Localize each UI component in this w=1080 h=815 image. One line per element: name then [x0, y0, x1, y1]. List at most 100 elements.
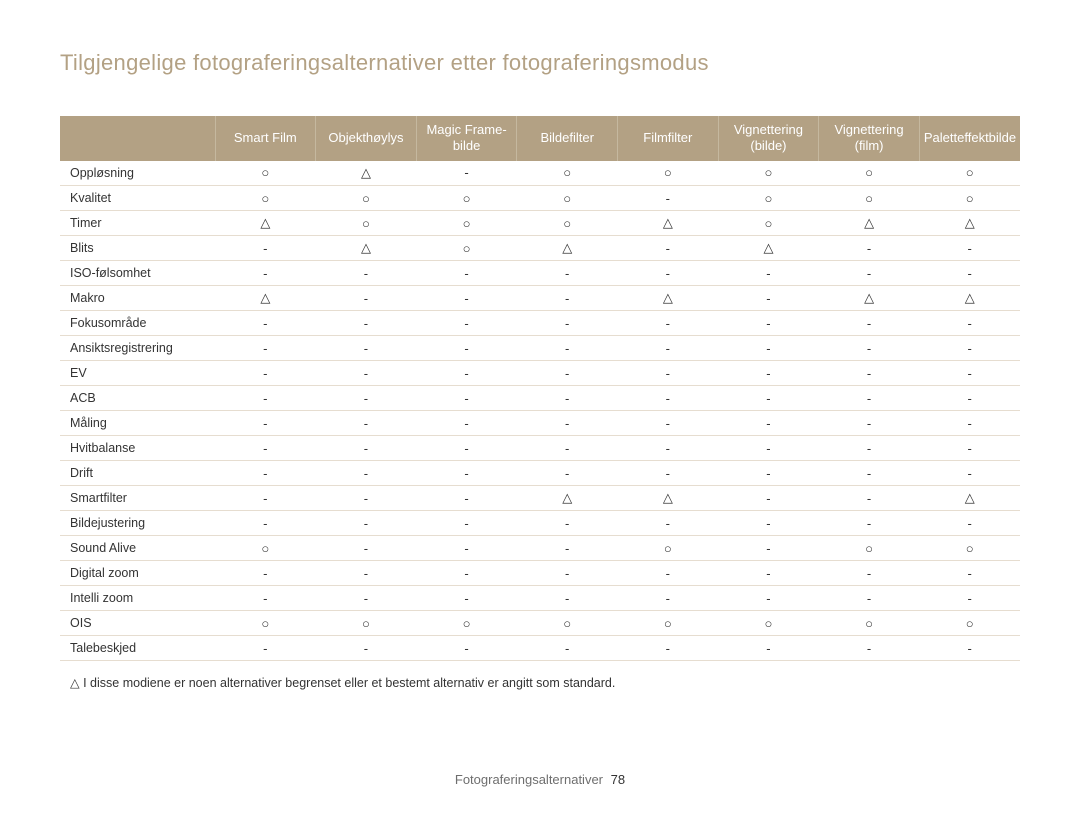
row-label: Ansiktsregistrering: [60, 336, 215, 361]
cell-value: -: [416, 561, 517, 586]
cell-value: -: [517, 286, 618, 311]
cell-value: -: [919, 261, 1020, 286]
cell-value: -: [416, 436, 517, 461]
cell-value: -: [517, 411, 618, 436]
cell-value: -: [416, 511, 517, 536]
cell-value: -: [819, 236, 920, 261]
cell-value: -: [316, 461, 417, 486]
header-empty: [60, 116, 215, 161]
cell-value: △: [618, 211, 719, 236]
cell-value: -: [618, 436, 719, 461]
cell-value: -: [819, 436, 920, 461]
table-row: Smartfilter---△△--△: [60, 486, 1020, 511]
cell-value: -: [316, 361, 417, 386]
cell-value: -: [517, 261, 618, 286]
table-row: Bildejustering--------: [60, 511, 1020, 536]
cell-value: △: [718, 236, 819, 261]
table-row: EV--------: [60, 361, 1020, 386]
cell-value: -: [618, 361, 719, 386]
cell-value: -: [819, 511, 920, 536]
cell-value: ○: [215, 536, 316, 561]
cell-value: -: [416, 636, 517, 661]
cell-value: -: [316, 561, 417, 586]
cell-value: △: [316, 161, 417, 186]
cell-value: △: [819, 211, 920, 236]
cell-value: -: [718, 461, 819, 486]
cell-value: -: [517, 311, 618, 336]
row-label: Smartfilter: [60, 486, 215, 511]
cell-value: △: [316, 236, 417, 261]
table-row: Drift--------: [60, 461, 1020, 486]
cell-value: -: [618, 586, 719, 611]
cell-value: -: [316, 636, 417, 661]
cell-value: -: [215, 461, 316, 486]
cell-value: -: [316, 286, 417, 311]
cell-value: -: [819, 636, 920, 661]
table-row: Hvitbalanse--------: [60, 436, 1020, 461]
cell-value: -: [416, 311, 517, 336]
row-label: Intelli zoom: [60, 586, 215, 611]
cell-value: ○: [819, 186, 920, 211]
cell-value: ○: [215, 186, 316, 211]
row-label: Digital zoom: [60, 561, 215, 586]
cell-value: ○: [718, 211, 819, 236]
table-row: Oppløsning○△-○○○○○: [60, 161, 1020, 186]
cell-value: -: [215, 361, 316, 386]
cell-value: △: [919, 211, 1020, 236]
cell-value: -: [215, 411, 316, 436]
cell-value: ○: [416, 211, 517, 236]
cell-value: -: [316, 486, 417, 511]
table-row: Digital zoom--------: [60, 561, 1020, 586]
cell-value: -: [416, 336, 517, 361]
cell-value: -: [517, 461, 618, 486]
table-row: Intelli zoom--------: [60, 586, 1020, 611]
cell-value: -: [416, 161, 517, 186]
cell-value: ○: [316, 186, 417, 211]
cell-value: ○: [416, 236, 517, 261]
row-label: ISO-følsomhet: [60, 261, 215, 286]
cell-value: ○: [919, 536, 1020, 561]
cell-value: -: [517, 561, 618, 586]
cell-value: -: [416, 461, 517, 486]
cell-value: -: [718, 386, 819, 411]
cell-value: -: [819, 411, 920, 436]
row-label: Timer: [60, 211, 215, 236]
cell-value: ○: [718, 161, 819, 186]
table-row: Sound Alive○---○-○○: [60, 536, 1020, 561]
table-row: Timer△○○○△○△△: [60, 211, 1020, 236]
cell-value: ○: [718, 186, 819, 211]
cell-value: ○: [618, 161, 719, 186]
cell-value: -: [618, 186, 719, 211]
cell-value: -: [215, 311, 316, 336]
col-header: Vignettering (bilde): [718, 116, 819, 161]
cell-value: -: [819, 461, 920, 486]
table-row: ACB--------: [60, 386, 1020, 411]
cell-value: -: [416, 261, 517, 286]
cell-value: -: [919, 411, 1020, 436]
cell-value: -: [819, 586, 920, 611]
row-label: Talebeskjed: [60, 636, 215, 661]
footer-page-number: 78: [611, 772, 625, 787]
row-label: Sound Alive: [60, 536, 215, 561]
cell-value: ○: [215, 611, 316, 636]
options-table: Smart Film Objekthøylys Magic Frame-bild…: [60, 116, 1020, 661]
cell-value: -: [517, 386, 618, 411]
footer-section: Fotograferingsalternativer: [455, 772, 603, 787]
cell-value: -: [416, 286, 517, 311]
row-label: Hvitbalanse: [60, 436, 215, 461]
col-header: Vignettering (film): [819, 116, 920, 161]
table-row: Talebeskjed--------: [60, 636, 1020, 661]
cell-value: -: [215, 636, 316, 661]
cell-value: -: [618, 636, 719, 661]
cell-value: ○: [919, 186, 1020, 211]
cell-value: -: [919, 561, 1020, 586]
cell-value: -: [718, 411, 819, 436]
cell-value: ○: [215, 161, 316, 186]
cell-value: ○: [416, 611, 517, 636]
cell-value: -: [919, 511, 1020, 536]
cell-value: -: [316, 511, 417, 536]
cell-value: -: [618, 411, 719, 436]
cell-value: △: [215, 211, 316, 236]
cell-value: -: [919, 436, 1020, 461]
cell-value: -: [316, 586, 417, 611]
